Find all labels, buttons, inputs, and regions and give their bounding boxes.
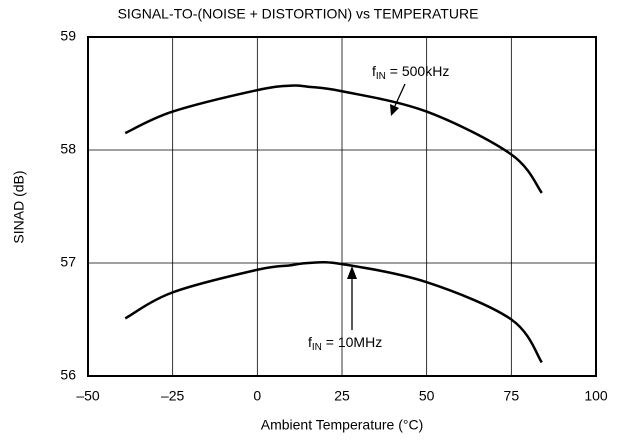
arrow [393,83,406,109]
series-annotation: fIN = 500kHz [372,63,449,82]
x-tick-label: 100 [584,388,608,404]
y-tick-label: 57 [60,254,76,270]
chart-title: SIGNAL-TO-(NOISE + DISTORTION) vs TEMPER… [118,6,479,22]
arrow-head [347,266,357,279]
series-line [124,261,543,364]
y-tick-label: 58 [60,141,76,157]
y-axis-label: SINAD (dB) [11,170,27,243]
x-axis-label: Ambient Temperature (°C) [261,417,424,433]
x-tick-label: 25 [334,388,350,404]
x-tick-label: 50 [419,388,435,404]
y-tick-label: 59 [60,28,76,44]
series-annotation: fIN = 10MHz [308,334,382,353]
series-line [124,84,543,194]
x-tick-label: 0 [253,388,261,404]
x-tick-label: –25 [161,388,185,404]
arrow-head [390,104,399,116]
plot-frame [87,36,597,377]
x-tick-label: –50 [76,388,100,404]
y-tick-label: 56 [60,367,76,383]
x-tick-label: 75 [504,388,520,404]
